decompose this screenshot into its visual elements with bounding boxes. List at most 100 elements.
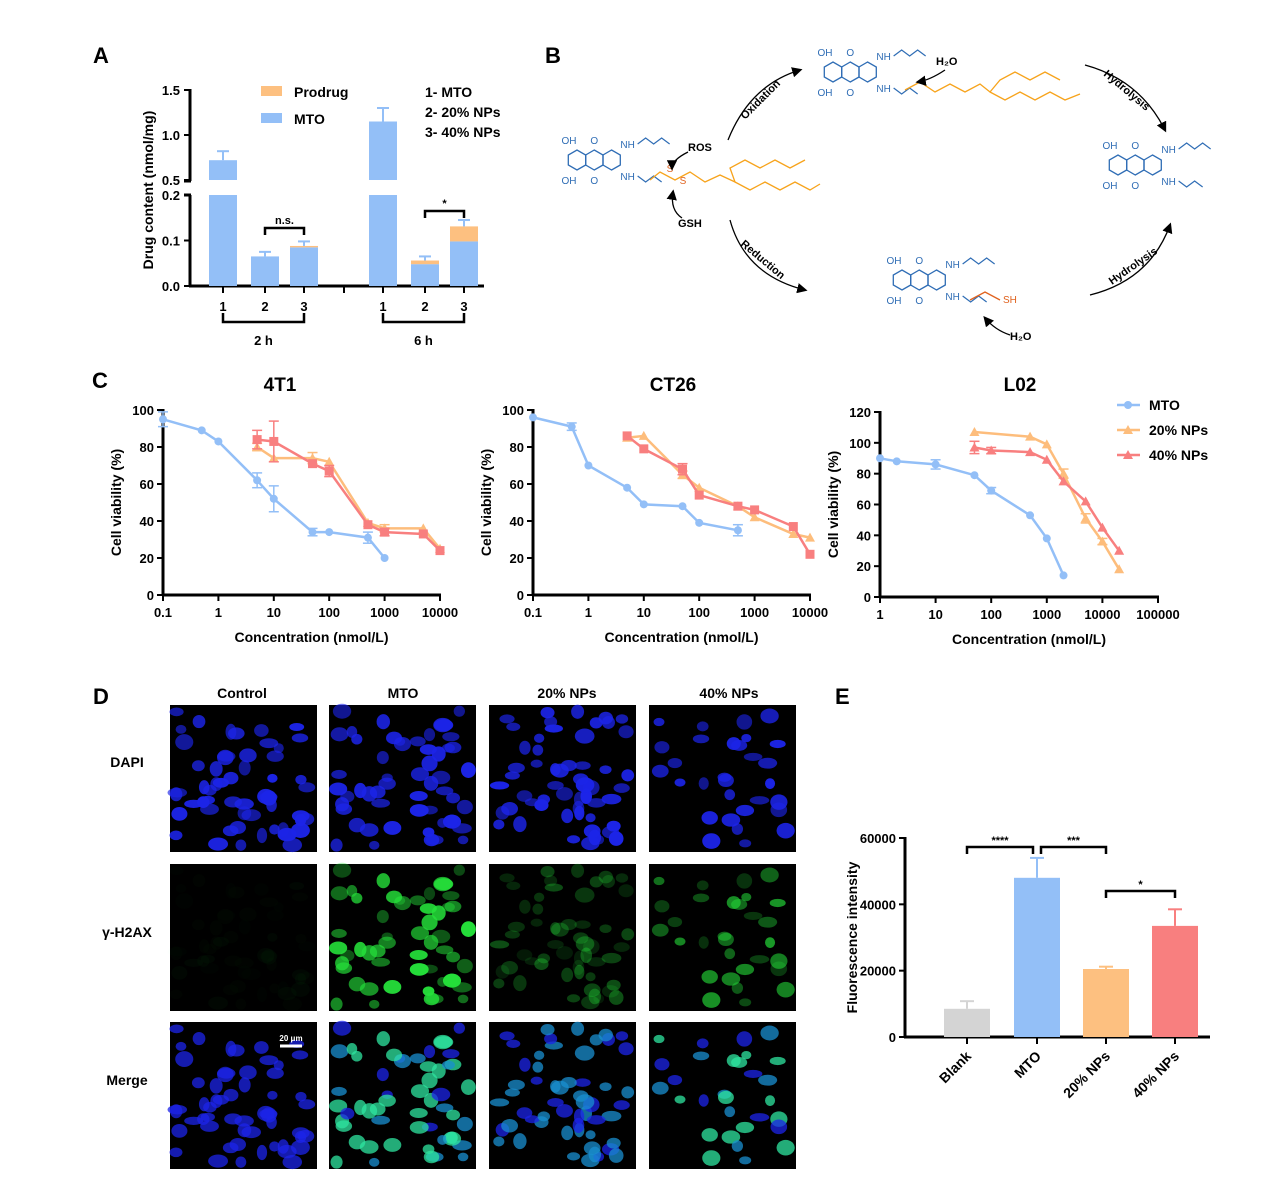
y-tick-label: 60 [140,477,154,492]
nucleus [278,987,297,1000]
nucleus [331,928,347,938]
nucleus [621,769,635,782]
nucleus [654,900,670,913]
nucleus [176,884,187,893]
nucleus [410,926,430,941]
nucleus [739,839,752,848]
x-tick-label: 1 [379,299,386,314]
aromatic-ring [1108,154,1128,176]
y-tick-label: 40 [510,514,524,529]
nucleus [295,934,306,944]
y-tick-label: 0.1 [162,234,180,249]
nucleus [175,724,187,734]
nucleus [292,892,308,901]
nucleus [585,813,596,823]
nucleus [516,949,533,961]
nucleus [257,788,275,804]
data-point-square [678,464,688,474]
nucleus [692,1051,710,1061]
data-point-triangle [1080,496,1091,506]
significance-label: *** [1067,835,1081,847]
data-point-triangle [986,445,997,455]
y-tick-label: 20 [510,551,524,566]
scale-bar-label: 20 μm [279,1034,302,1043]
series-mto [529,413,743,537]
nucleus [606,1137,621,1149]
nucleus [561,808,574,824]
atom-label: NH [876,84,890,95]
bar-mto [251,256,279,286]
nucleus [167,787,188,798]
atom-label: OH [1103,141,1118,152]
nucleus [601,793,622,805]
amine-chain [962,257,996,265]
nucleus [257,1105,275,1121]
nucleus [589,876,603,888]
nucleus [530,759,543,768]
oxidized-prodrug-structure: OH O OH O NH NH [818,48,927,99]
series-line [532,416,739,532]
series-40-nps [252,420,445,556]
nucleus [544,883,563,892]
nucleus [441,902,455,912]
ros-label: ROS [688,142,712,154]
data-point-circle [931,460,940,469]
nucleus [760,867,779,883]
nucleus [371,798,391,808]
nucleus [376,1067,389,1082]
nucleus [692,734,710,744]
nucleus [386,1048,403,1062]
mitoxantrone-structure: OH O OH O NH NH [1103,141,1212,192]
nucleus [501,961,519,975]
nucleus [269,1141,280,1152]
atom-label: NH [945,292,959,303]
micrograph-background [170,864,317,1011]
nucleus [489,940,510,949]
nucleus [586,798,606,808]
nucleus [446,951,461,963]
nucleus [434,878,454,891]
x-tick-label: 2 [421,299,428,314]
nucleus [409,950,428,960]
nucleus [453,864,465,876]
nucleus [456,958,473,974]
data-point-triangle [638,430,649,440]
atom-label: O [915,256,923,267]
h2o-label-top: H₂O [936,56,958,68]
nucleus [717,932,734,946]
thiol-intermediate-structure: OH O OH O NH NH [887,256,996,307]
nucleus [533,892,545,902]
significance-bracket [1104,889,1177,898]
nucleus [371,1115,391,1125]
nucleus [254,883,269,896]
nucleus [437,817,448,828]
nucleus [267,1090,278,1100]
nucleus [501,1119,519,1133]
nucleus [613,942,630,952]
nucleus [198,780,210,795]
nucleus [537,794,551,805]
nucleus [423,833,440,847]
thiol-label: SH [1003,295,1017,306]
nucleus [441,1060,455,1070]
atom-label: O [1131,181,1139,192]
nucleus [224,955,242,966]
nucleus [208,837,229,851]
nucleus [435,945,454,955]
nucleus [332,703,352,719]
nucleus [386,731,403,745]
y-tick-label: 0 [517,588,524,603]
nucleus [208,1154,229,1168]
data-point-square [694,490,704,500]
lipid-chain [904,71,1061,93]
nucleus [237,806,252,821]
nucleus [331,1086,347,1096]
nucleus [701,970,718,984]
reaction-arrow [915,69,946,86]
atom-label: OH [1103,181,1118,192]
nucleus [499,714,515,724]
nucleus [169,1024,184,1034]
nucleus [495,965,510,979]
nucleus [199,939,210,953]
nucleus [550,922,561,935]
